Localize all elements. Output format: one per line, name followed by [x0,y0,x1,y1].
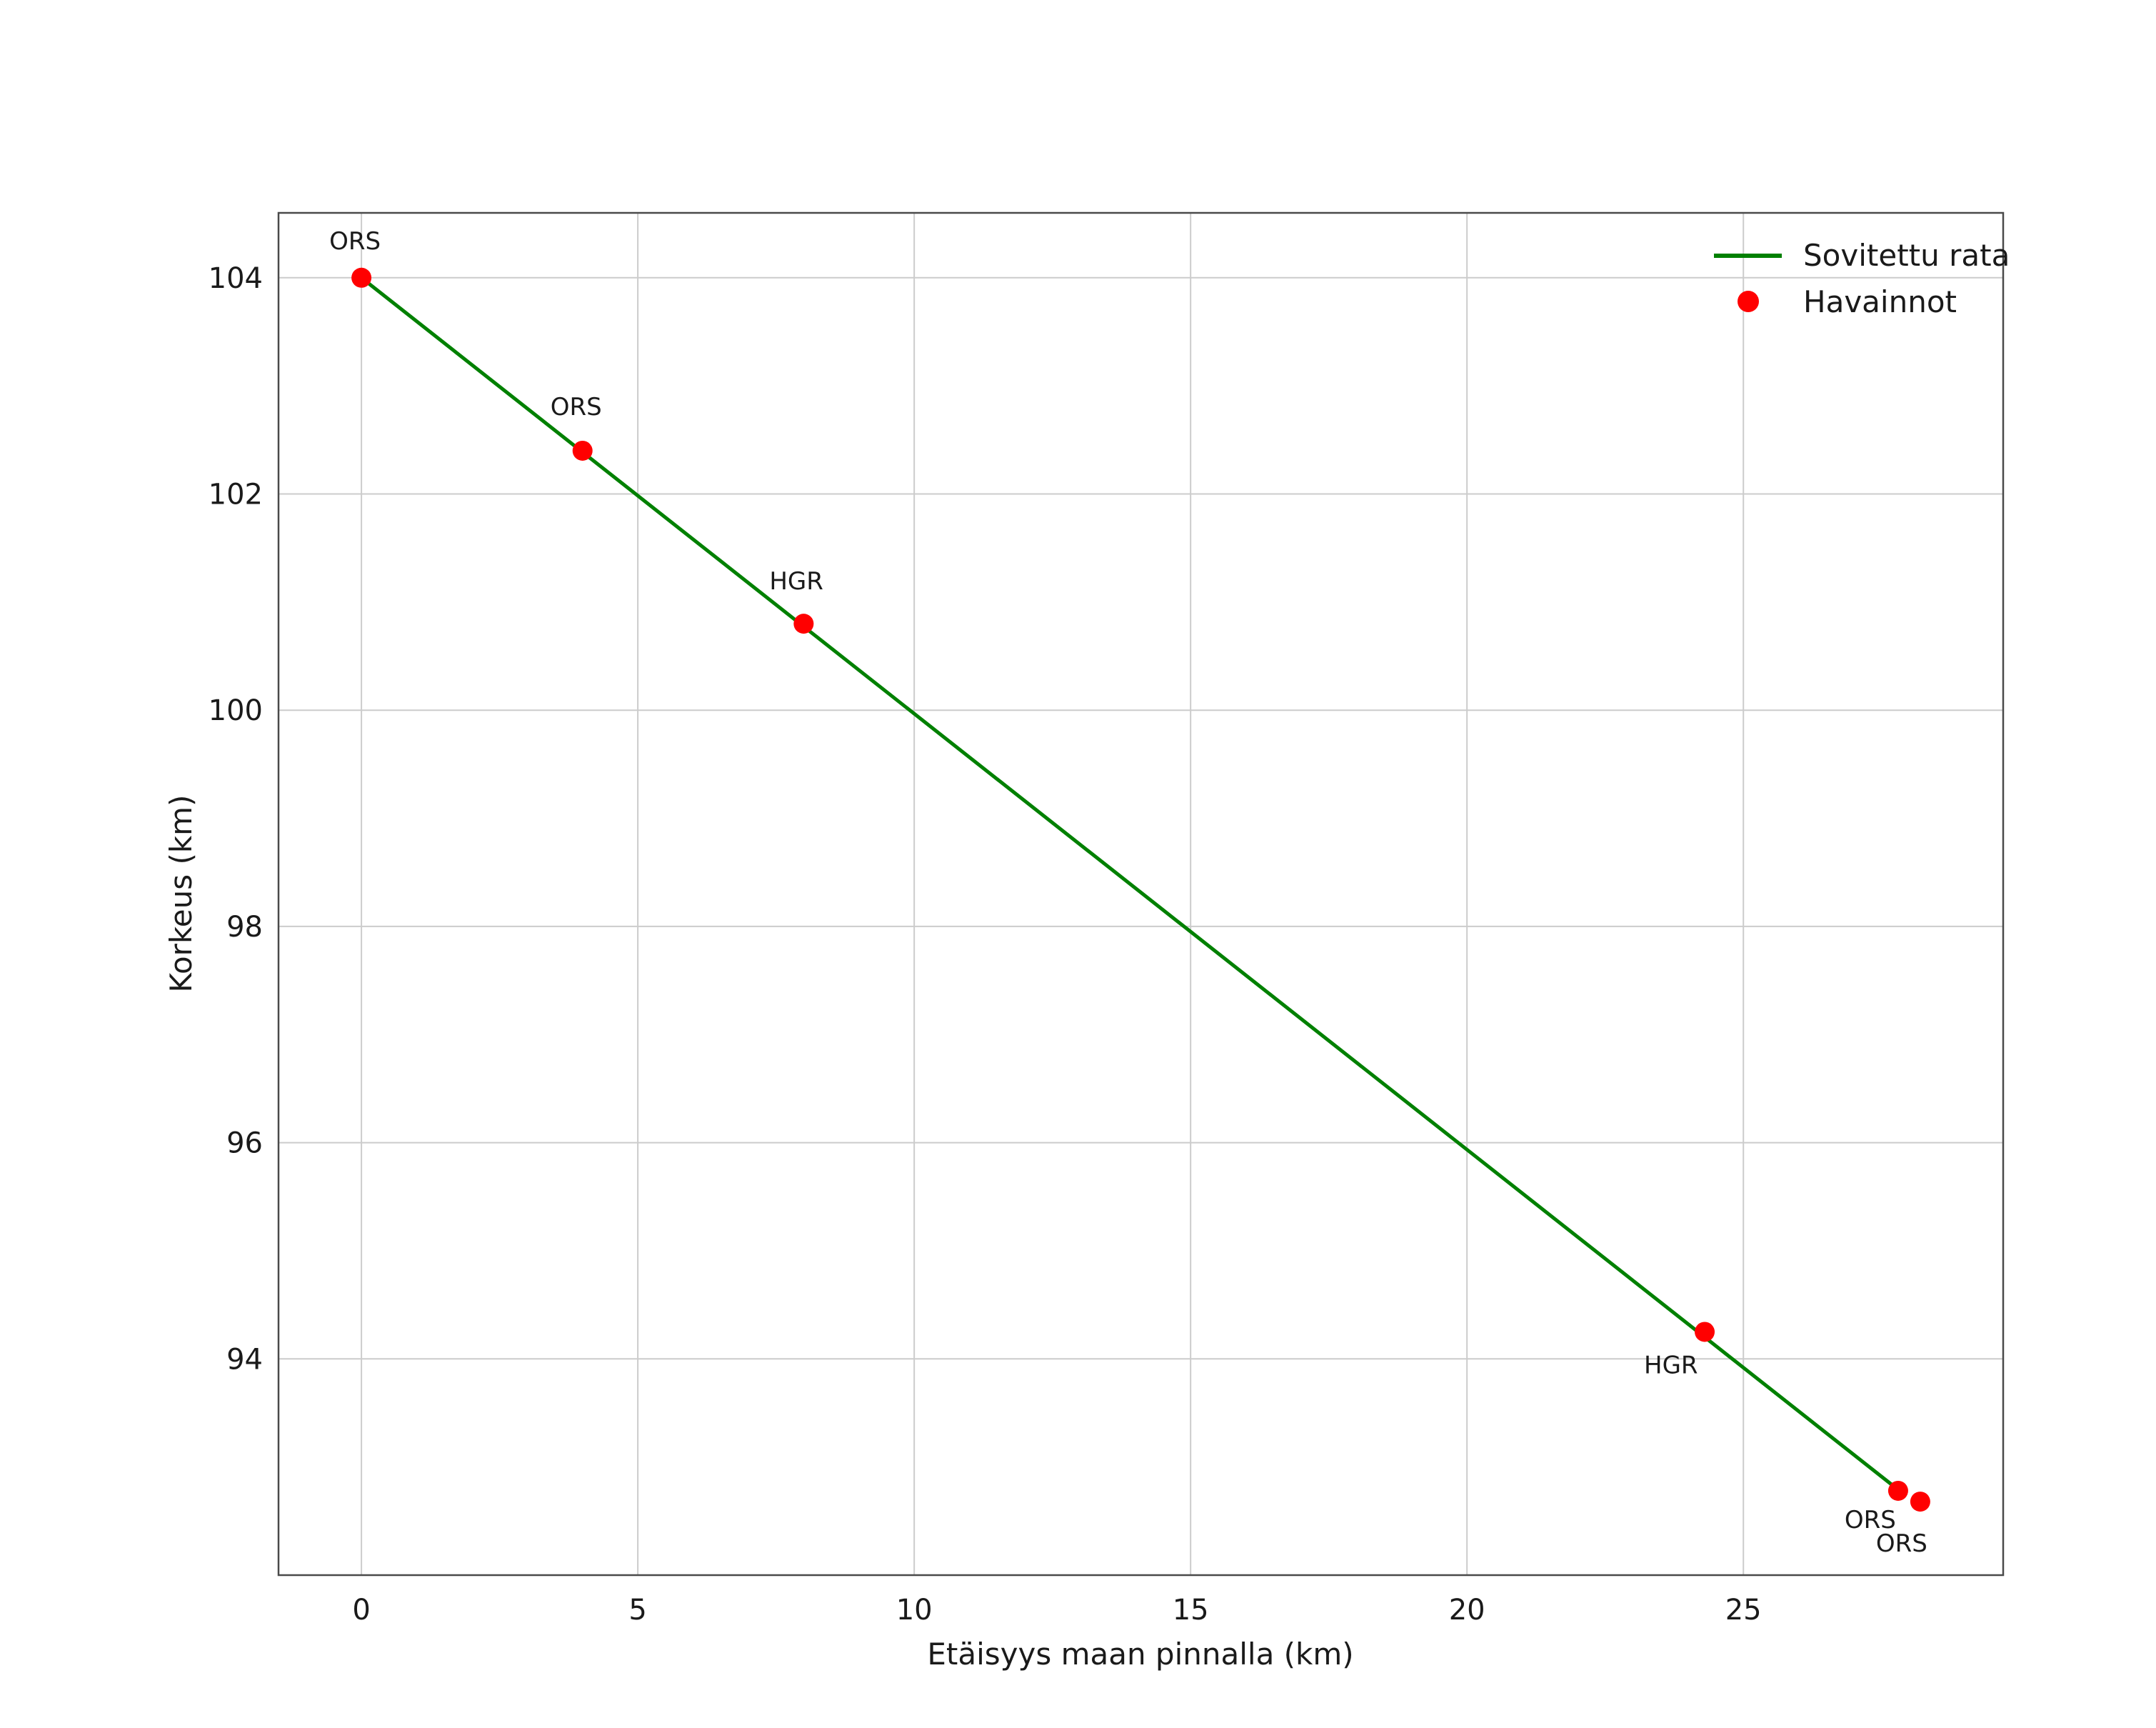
x-tick-label: 10 [896,1594,933,1627]
plot-border [277,211,2005,1577]
fitted-line [360,276,1905,1496]
x-axis-label: Etäisyys maan pinnalla (km) [927,1637,1353,1672]
data-point-label: ORS [551,393,602,421]
tick-layer: 0 5 10 15 20 25 94 96 98 100 102 104 [209,262,1762,1627]
grid-layer [279,213,2003,1575]
legend-label-line: Sovitettu rata [1803,238,2010,273]
x-tick-label: 15 [1173,1594,1209,1627]
x-tick-label: 20 [1449,1594,1485,1627]
x-tick-label: 5 [628,1594,646,1627]
data-point [1887,1480,1908,1501]
data-point [1910,1492,1930,1512]
x-tick-label: 25 [1725,1594,1762,1627]
y-axis-label: Korkeus (km) [164,795,199,993]
y-tick-label: 98 [226,911,263,944]
legend: Sovitettu rata Havainnot [1714,238,2010,319]
data-point-label: ORS [1845,1506,1896,1534]
data-point-label: ORS [329,227,381,256]
y-tick-label: 96 [226,1127,263,1160]
data-point [793,614,814,634]
data-point [572,440,593,461]
y-tick-label: 94 [226,1343,263,1376]
y-tick-label: 100 [209,694,263,727]
x-tick-label: 0 [352,1594,370,1627]
data-point-label: ORS [1876,1529,1927,1558]
legend-label-points: Havainnot [1803,284,1957,319]
y-tick-label: 104 [209,262,263,295]
data-point [351,267,372,288]
y-tick-label: 102 [209,479,263,511]
data-point-label: HGR [1644,1351,1698,1379]
legend-marker-sample [1738,291,1759,312]
data-point-label: HGR [769,567,823,596]
data-point [1695,1322,1715,1342]
